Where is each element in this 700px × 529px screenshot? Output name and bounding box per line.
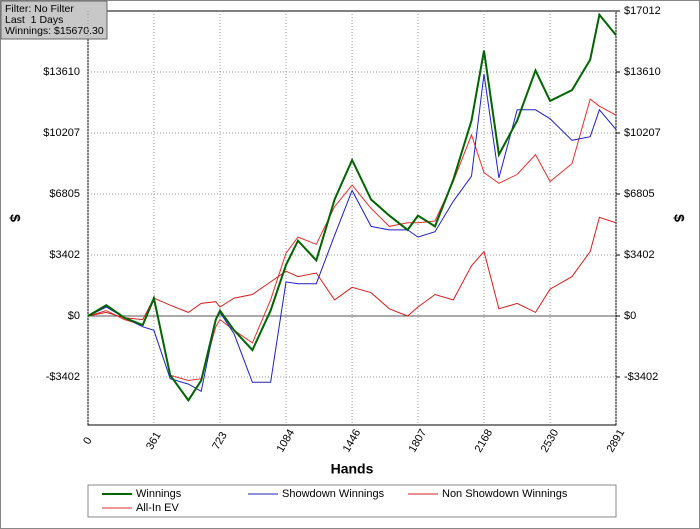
y-tick-label: $10207	[43, 127, 80, 139]
info-winnings: Winnings: $15670.30	[5, 25, 104, 37]
y2-tick-label: $6805	[624, 188, 655, 200]
legend-box	[87, 484, 617, 518]
info-box	[0, 0, 108, 40]
y-tick-label: $13610	[43, 66, 80, 78]
y2-tick-label: $17012	[624, 5, 661, 17]
legend-label: Showdown Winnings	[282, 488, 385, 500]
y2-axis-title: $	[671, 214, 687, 222]
info-period: Last 1 Days	[5, 14, 63, 26]
series-line	[87, 12, 617, 403]
legend-label: Non Showdown Winnings	[442, 488, 568, 500]
y-tick-label: $3402	[49, 249, 80, 261]
y-axis-title: $	[7, 214, 23, 222]
y2-tick-label: $10207	[624, 127, 661, 139]
series-line	[87, 73, 617, 393]
legend-label: Winnings	[136, 488, 182, 500]
y-tick-label: $0	[68, 310, 80, 322]
legend-label: All-In EV	[136, 502, 179, 514]
series-line	[87, 216, 617, 321]
y-tick-label: $6805	[49, 188, 80, 200]
y2-tick-label: $0	[624, 310, 636, 322]
x-tick-label: 0	[81, 435, 94, 446]
y2-tick-label: -$3402	[624, 371, 658, 383]
y2-tick-label: $3402	[624, 249, 655, 261]
x-axis-title: Hands	[331, 461, 374, 477]
y2-tick-label: $13610	[624, 66, 661, 78]
info-filter: Filter: No Filter	[5, 3, 74, 15]
grid	[87, 11, 617, 425]
y-tick-label: -$3402	[46, 371, 80, 383]
series-line	[87, 98, 617, 382]
